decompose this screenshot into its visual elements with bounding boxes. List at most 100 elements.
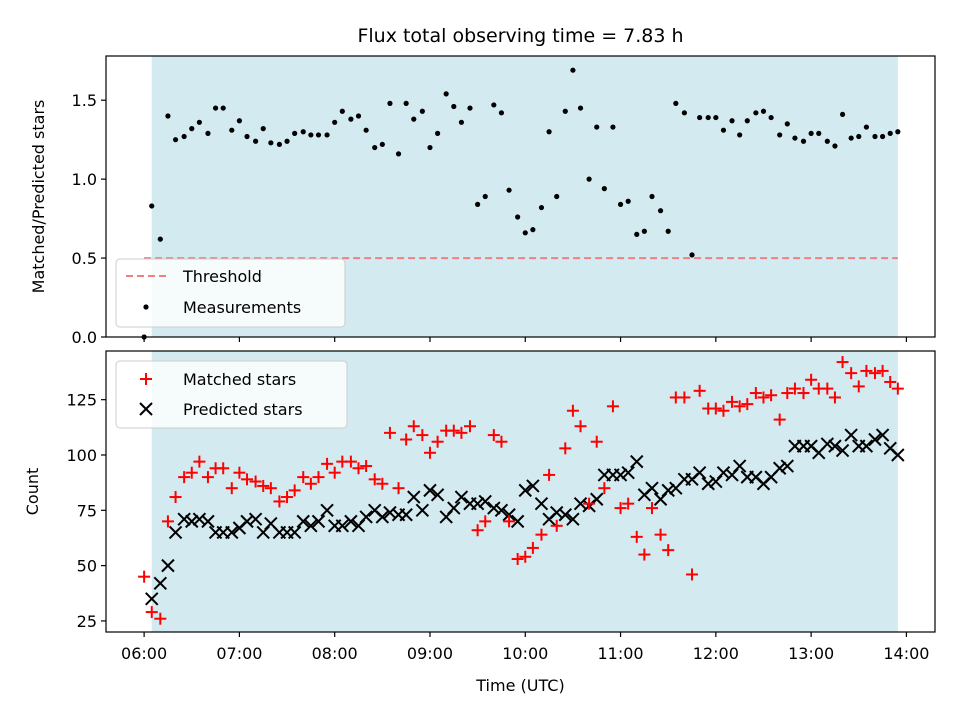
predicted-star-point	[518, 483, 532, 498]
predicted-star-point	[430, 488, 445, 502]
matched-star-point	[288, 484, 301, 497]
measurement-point	[800, 138, 807, 144]
matched-star-point	[154, 612, 167, 625]
measurement-point	[546, 129, 552, 135]
x-tick-label: 12:00	[693, 644, 739, 663]
measurement-point	[808, 130, 814, 136]
measurement-point	[594, 124, 600, 130]
top-legend-box	[115, 258, 346, 328]
predicted-star-point	[534, 496, 549, 511]
predicted-star-point	[645, 481, 659, 495]
matched-star-point	[797, 387, 810, 400]
predicted-star-point	[502, 508, 516, 522]
matched-star-point	[169, 491, 182, 504]
predicted-star-point	[153, 576, 168, 591]
matched-star-point	[836, 356, 849, 369]
predicted-star-point	[344, 514, 358, 529]
matched-star-point	[606, 400, 619, 413]
predicted-star-point	[494, 503, 509, 518]
predicted-star-point	[399, 508, 413, 522]
measurement-point	[332, 119, 338, 125]
measurement-point	[530, 227, 536, 233]
legend-matched-label: Matched stars	[183, 370, 296, 389]
x-tick-label: 10:00	[502, 644, 548, 663]
predicted-star-point	[875, 428, 890, 442]
measurement-point	[729, 118, 735, 124]
matched-star-point	[566, 404, 579, 417]
matched-star-point	[487, 429, 500, 442]
measurement-point	[181, 133, 187, 140]
measurement-point	[768, 114, 774, 121]
matched-star-point	[845, 367, 858, 380]
measurement-point	[713, 114, 719, 121]
measurement-point	[554, 193, 560, 200]
measurement-point	[824, 138, 830, 144]
predicted-star-point	[320, 503, 334, 518]
y-tick-label: 0.0	[72, 328, 97, 347]
predicted-star-point	[383, 505, 397, 520]
matched-star-point	[583, 497, 596, 510]
x-tick-label: 08:00	[312, 644, 358, 663]
matched-star-point	[598, 482, 611, 495]
matched-star-point	[455, 426, 468, 439]
measurement-point	[562, 108, 568, 114]
measurement-point	[673, 100, 679, 106]
predicted-star-point	[820, 437, 835, 451]
matched-star-point	[503, 515, 516, 528]
predicted-star-point	[201, 514, 215, 529]
measurement-point	[879, 133, 886, 140]
matched-star-point	[693, 384, 706, 397]
matched-star-point	[297, 471, 310, 484]
predicted-star-point	[621, 465, 635, 480]
measurement-point	[649, 193, 655, 200]
matched-star-point	[519, 550, 532, 563]
top-legend: Threshold Measurements	[115, 258, 346, 328]
measurement-point	[689, 252, 695, 258]
measurement-point	[665, 228, 671, 234]
matched-star-point	[717, 404, 730, 417]
matched-star-point	[471, 524, 484, 537]
predicted-star-point	[558, 508, 572, 522]
predicted-star-point	[192, 512, 207, 526]
measurement-point	[522, 230, 528, 236]
matched-star-point	[376, 477, 389, 490]
y-tick-label: 125	[66, 391, 97, 410]
predicted-star-point	[844, 428, 858, 442]
predicted-star-point	[185, 514, 199, 529]
matched-star-point	[193, 455, 206, 468]
measurement-point	[737, 132, 743, 138]
matched-star-point	[741, 398, 754, 411]
predicted-star-point	[311, 514, 326, 529]
predicted-star-point	[868, 432, 882, 447]
x-tick-label: 13:00	[788, 644, 834, 663]
top-plot-frame	[105, 55, 936, 338]
predicted-star-point	[891, 448, 905, 462]
measurement-point	[753, 110, 759, 116]
matched-star-point	[344, 455, 357, 468]
predicted-star-point	[510, 514, 525, 529]
matched-star-point	[662, 544, 675, 557]
matched-star-point	[852, 380, 865, 393]
measurement-point	[839, 111, 846, 118]
matched-star-point	[249, 475, 262, 488]
measurement-point	[339, 108, 345, 114]
measurement-point	[292, 130, 298, 136]
matched-star-point	[622, 497, 635, 510]
predicted-star-point	[835, 443, 850, 458]
matched-star-point	[447, 424, 460, 437]
predicted-star-point	[225, 525, 239, 540]
matched-star-point	[868, 367, 881, 380]
matched-star-point	[526, 541, 539, 554]
measurement-point	[848, 135, 854, 141]
matched-star-point	[645, 502, 658, 515]
matched-star-point	[654, 528, 667, 541]
matched-star-point	[781, 387, 794, 400]
measurement-point	[300, 129, 306, 135]
matched-star-point	[352, 462, 365, 475]
predicted-star-point	[335, 519, 350, 533]
measurement-point	[705, 114, 711, 121]
matched-star-point	[550, 519, 563, 532]
measurement-point	[236, 118, 243, 124]
measurement-point	[538, 204, 545, 211]
predicted-star-point	[526, 479, 540, 493]
